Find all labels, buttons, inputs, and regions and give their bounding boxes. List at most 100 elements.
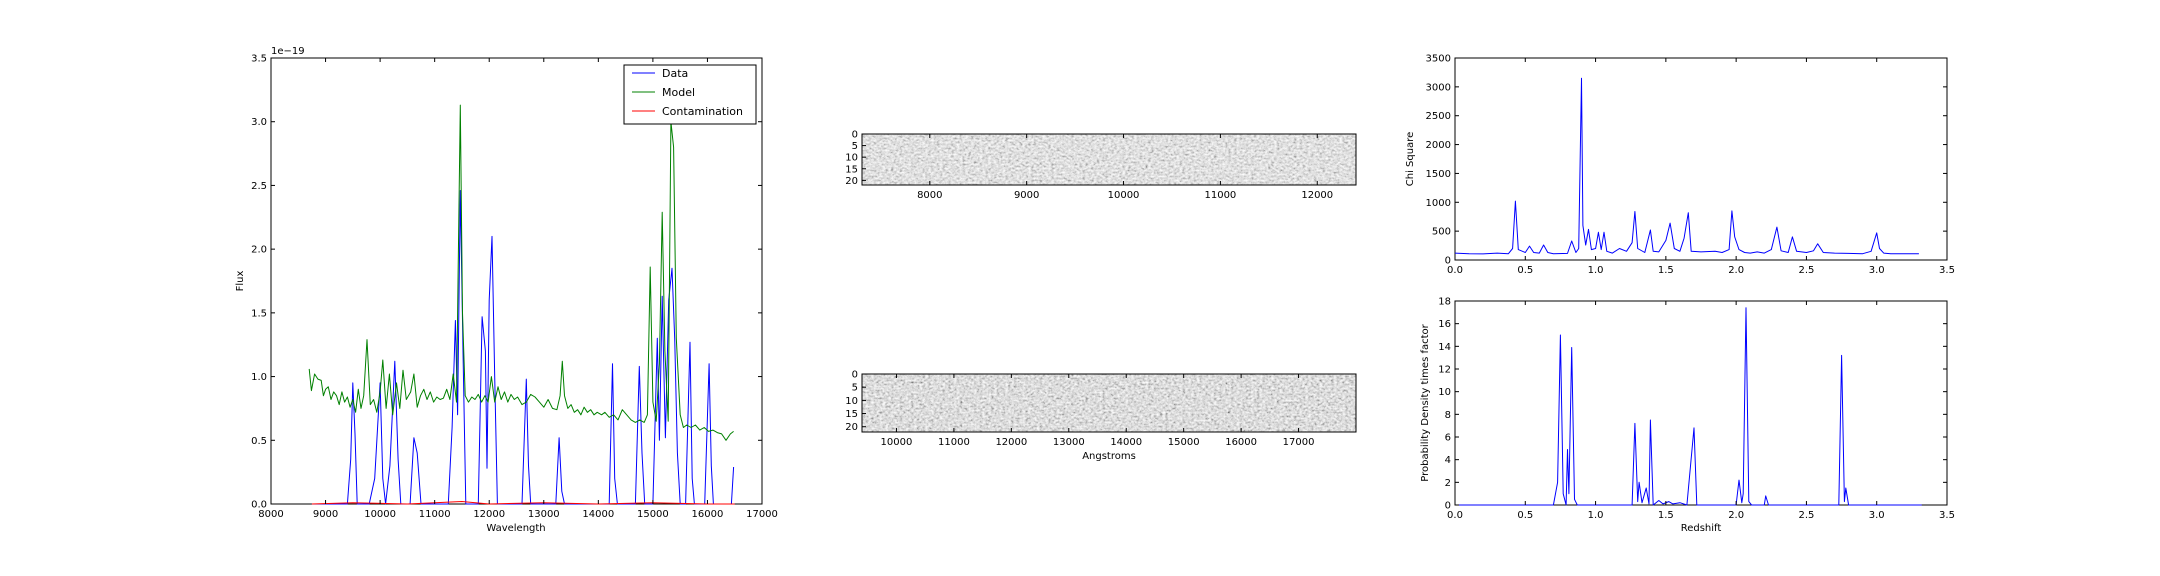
chi-square-axes-frame	[1454, 57, 1948, 261]
image-bottom-x-tick-label: 15000	[1168, 437, 1200, 448]
image-top-x-tick-label: 12000	[1301, 190, 1333, 201]
probability-density-x-tick-label: 3.5	[1939, 510, 1955, 521]
spectrum-y-tick-label: 2.5	[251, 181, 267, 192]
spectrum-image-bottom-pixels	[862, 374, 1356, 432]
spectrum-y-tick-label: 3.0	[251, 117, 267, 128]
redshift-axis-label: Redshift	[1681, 523, 1722, 534]
probability-density-y-tick-label: 6	[1445, 433, 1451, 444]
chi-square-x-tick-label: 0.5	[1517, 265, 1533, 276]
image-bottom-x-tick-label: 14000	[1110, 437, 1142, 448]
spectrum-series-line-model	[308, 104, 734, 441]
spectrum-axes-frame	[270, 57, 763, 505]
spectrum-image-bottom: 10000 11000 12000 13000 14000 15000 16000 17000…	[845, 370, 1357, 462]
image-top-x-tick-label: 9000	[1014, 190, 1039, 201]
legend-contamination-label: Contamination	[662, 105, 743, 118]
chi-square-plot: 0.0 0.5 1.0 1.5 2.0 2.5 3.0 3.5 0 500 1000 1500 200…	[1405, 54, 1955, 277]
spectrum-y-tick-label: 3.5	[251, 54, 267, 65]
chi-square-x-tick-label: 2.5	[1798, 265, 1814, 276]
probability-density-x-tick-label: 2.0	[1728, 510, 1744, 521]
probability-density-y-tick-label: 0	[1445, 501, 1451, 512]
image-top-x-tick-label: 8000	[917, 190, 942, 201]
spectrum-plot: 8000 9000 10000 11000 12000 13000 14000 15000 16…	[235, 46, 778, 534]
spectrum-y-tick-label: 1.5	[251, 308, 267, 319]
spectrum-x-tick-label: 13000	[528, 509, 560, 520]
image-bottom-x-tick-label: 10000	[881, 437, 913, 448]
probability-density-x-tick-label: 3.0	[1869, 510, 1885, 521]
chi-square-y-tick-label: 3000	[1426, 82, 1451, 93]
spectrum-y-tick-label: 0.0	[251, 500, 267, 511]
image-bottom-x-tick-label: 17000	[1283, 437, 1315, 448]
legend: Data Model Contamination	[623, 64, 757, 125]
chi-square-y-tick-label: 500	[1432, 227, 1451, 238]
chi-square-series-line-0	[1454, 77, 1919, 255]
spectrum-x-tick-label: 10000	[364, 509, 396, 520]
probability-density-x-tick-label: 0.5	[1517, 510, 1533, 521]
chi-square-x-tick-label: 3.0	[1869, 265, 1885, 276]
spectrum-y-tick-label: 2.0	[251, 245, 267, 256]
image-bottom-y-tick-label: 20	[845, 422, 858, 433]
spectrum-x-tick-label: 15000	[637, 509, 669, 520]
probability-density-y-tick-label: 18	[1438, 297, 1451, 308]
probability-density-y-tick-label: 10	[1438, 387, 1451, 398]
probability-density-y-tick-label: 4	[1445, 455, 1451, 466]
probability-density-y-tick-label: 8	[1445, 410, 1451, 421]
legend-box	[623, 64, 757, 125]
spectrum-x-tick-label: 16000	[692, 509, 724, 520]
spectrum-image-bottom-frame	[861, 373, 1357, 433]
spectrum-x-tick-label: 12000	[473, 509, 505, 520]
chi-square-y-tick-label: 1000	[1426, 198, 1451, 209]
spectrum-x-tick-label: 9000	[313, 509, 338, 520]
chi-square-y-axis-label: Chi Square	[1405, 132, 1416, 186]
chi-square-y-tick-label: 2000	[1426, 140, 1451, 151]
image-top-y-tick-label: 15	[845, 164, 858, 175]
legend-data-label: Data	[662, 67, 688, 80]
spectrum-series-line-contamination	[311, 501, 735, 505]
spectrum-offset-label: 1e−19	[271, 46, 305, 57]
probability-density-series-line-0	[1455, 307, 1922, 506]
chi-square-x-tick-label: 3.5	[1939, 265, 1955, 276]
spectrum-image-top-frame	[861, 133, 1357, 186]
probability-density-y-tick-label: 14	[1438, 342, 1451, 353]
probability-density-y-tick-label: 16	[1438, 319, 1451, 330]
chi-square-y-tick-label: 2500	[1426, 111, 1451, 122]
probability-density-x-tick-label: 1.5	[1658, 510, 1674, 521]
legend-model-label: Model	[662, 86, 695, 99]
probability-density-axes-frame	[1454, 300, 1948, 506]
chi-square-y-tick-label: 3500	[1426, 54, 1451, 65]
image-bottom-y-tick-label: 15	[845, 409, 858, 420]
probability-density-x-tick-label: 1.0	[1588, 510, 1604, 521]
spectrum-series-line-data	[311, 190, 735, 505]
image-top-y-tick-label: 20	[845, 176, 858, 187]
spectrum-x-tick-label: 11000	[419, 509, 451, 520]
image-bottom-x-tick-label: 11000	[938, 437, 970, 448]
chi-square-x-tick-label: 2.0	[1728, 265, 1744, 276]
spectrum-y-axis-label: Flux	[235, 271, 246, 292]
spectrum-y-tick-label: 0.5	[251, 436, 267, 447]
probability-density-x-tick-label: 2.5	[1798, 510, 1814, 521]
spectrum-x-tick-label: 17000	[746, 509, 778, 520]
probability-density-plot: 0.0 0.5 1.0 1.5 2.0 2.5 3.0 3.5 0 2 4 6 8 10 12 14 16 18…	[1420, 297, 1955, 535]
image-bottom-y-tick-label: 5	[852, 383, 858, 394]
angstroms-axis-label: Angstroms	[1082, 451, 1136, 462]
probability-density-y-axis-label: Probability Density times factor	[1420, 323, 1431, 481]
probability-density-y-tick-label: 2	[1445, 478, 1451, 489]
probability-density-y-tick-label: 12	[1438, 365, 1451, 376]
image-top-x-tick-label: 11000	[1204, 190, 1236, 201]
spectrum-x-tick-label: 14000	[582, 509, 614, 520]
chi-square-x-tick-label: 1.5	[1658, 265, 1674, 276]
image-top-y-tick-label: 10	[845, 153, 858, 164]
spectrum-image-top-pixels	[862, 134, 1356, 185]
spectrum-y-tick-label: 1.0	[251, 372, 267, 383]
probability-density-x-tick-label: 0.0	[1447, 510, 1463, 521]
image-top-y-tick-label: 5	[852, 141, 858, 152]
image-bottom-x-tick-label: 13000	[1053, 437, 1085, 448]
chi-square-y-tick-label: 1500	[1426, 169, 1451, 180]
chi-square-x-tick-label: 1.0	[1588, 265, 1604, 276]
chi-square-x-tick-label: 0.0	[1447, 265, 1463, 276]
image-top-y-tick-label: 0	[852, 130, 858, 141]
image-bottom-y-tick-label: 10	[845, 396, 858, 407]
spectrum-x-tick-label: 8000	[258, 509, 283, 520]
spectrum-plot-area	[308, 104, 735, 505]
spectrum-x-axis-label: Wavelength	[486, 523, 545, 534]
